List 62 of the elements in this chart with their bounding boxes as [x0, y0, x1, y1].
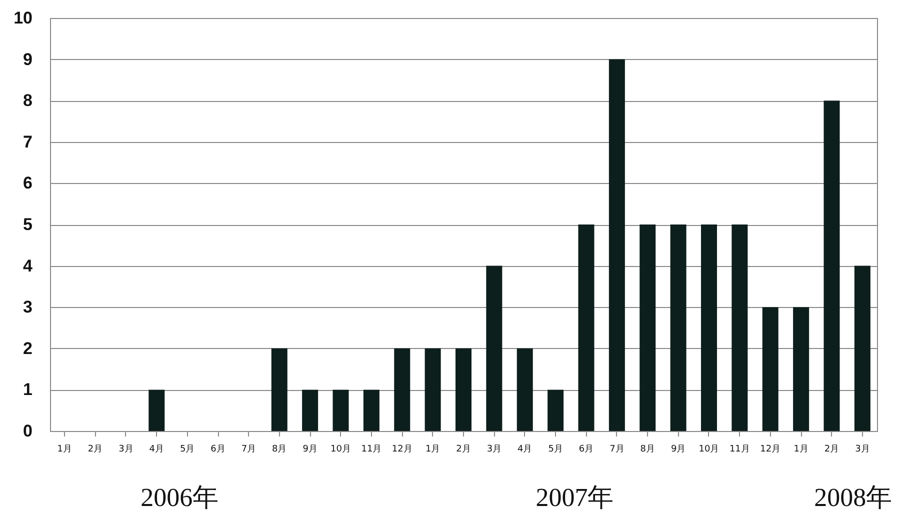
- y-tick-label: 7: [23, 132, 32, 152]
- x-tick-label: 1月: [794, 444, 808, 454]
- x-tick-label: 9月: [302, 444, 318, 454]
- x-tick-label: 9月: [670, 444, 686, 454]
- y-tick-label: 9: [23, 50, 32, 69]
- x-tick-label: 6月: [210, 444, 226, 454]
- x-tick-label: 8月: [272, 444, 287, 454]
- text: 2008年: [814, 482, 892, 514]
- x-tick-label: 10月: [698, 444, 720, 454]
- x-tick-label: 10月: [330, 444, 351, 454]
- x-tick-label: 11月: [361, 444, 382, 454]
- bar: [578, 224, 594, 431]
- bar: [271, 348, 288, 431]
- bar: [700, 224, 717, 431]
- x-tick-label: 7月: [241, 444, 256, 454]
- bar: [854, 266, 870, 431]
- y-tick-label: 8: [23, 91, 32, 110]
- bar: [302, 390, 318, 431]
- bar: [762, 307, 778, 431]
- x-tick-label: 3月: [486, 444, 502, 454]
- bar: [608, 59, 625, 431]
- bar: [824, 100, 840, 431]
- bar: [456, 348, 472, 431]
- y-tick-label: 1: [23, 380, 32, 400]
- bar: [363, 390, 380, 431]
- bar: [793, 307, 810, 431]
- x-tick-label: 5月: [180, 444, 195, 454]
- x-tick-label: 3月: [855, 444, 870, 454]
- x-tick-label: 12月: [392, 444, 412, 454]
- x-tick-label: 12月: [760, 444, 781, 454]
- x-tick-label: 7月: [610, 444, 624, 454]
- x-tick-label: 2月: [456, 444, 471, 454]
- x-tick-label: 6月: [578, 444, 594, 454]
- x-tick-label: 4月: [518, 444, 532, 454]
- bar: [670, 224, 686, 431]
- text: 2007年: [536, 482, 614, 514]
- y-tick-label: 10: [14, 8, 32, 28]
- x-tick-label: 3月: [118, 444, 134, 454]
- y-tick-label: 6: [23, 174, 32, 193]
- bar: [424, 348, 441, 431]
- y-tick-label: 2: [23, 338, 32, 358]
- y-tick-label: 5: [23, 215, 32, 234]
- bar: [548, 390, 564, 431]
- x-tick-label: 11月: [729, 444, 750, 454]
- bar: [486, 266, 502, 431]
- x-tick-label: 8月: [640, 444, 655, 454]
- bar: [516, 348, 533, 431]
- x-tick-label: 2月: [824, 444, 840, 454]
- x-tick-label: 1月: [57, 444, 72, 454]
- bar: [394, 348, 410, 431]
- x-tick-label: 5月: [548, 444, 563, 454]
- bar: [332, 390, 349, 431]
- y-tick-label: 0: [23, 422, 32, 440]
- text: 2006年: [140, 482, 219, 514]
- bar: [640, 224, 656, 431]
- bar: [732, 224, 748, 431]
- x-tick-label: 4月: [149, 444, 164, 454]
- bar: [148, 390, 165, 431]
- x-tick-label: 2月: [88, 444, 103, 454]
- y-tick-label: 4: [23, 256, 34, 276]
- y-tick-label: 3: [23, 298, 32, 317]
- x-tick-label: 1月: [425, 444, 440, 454]
